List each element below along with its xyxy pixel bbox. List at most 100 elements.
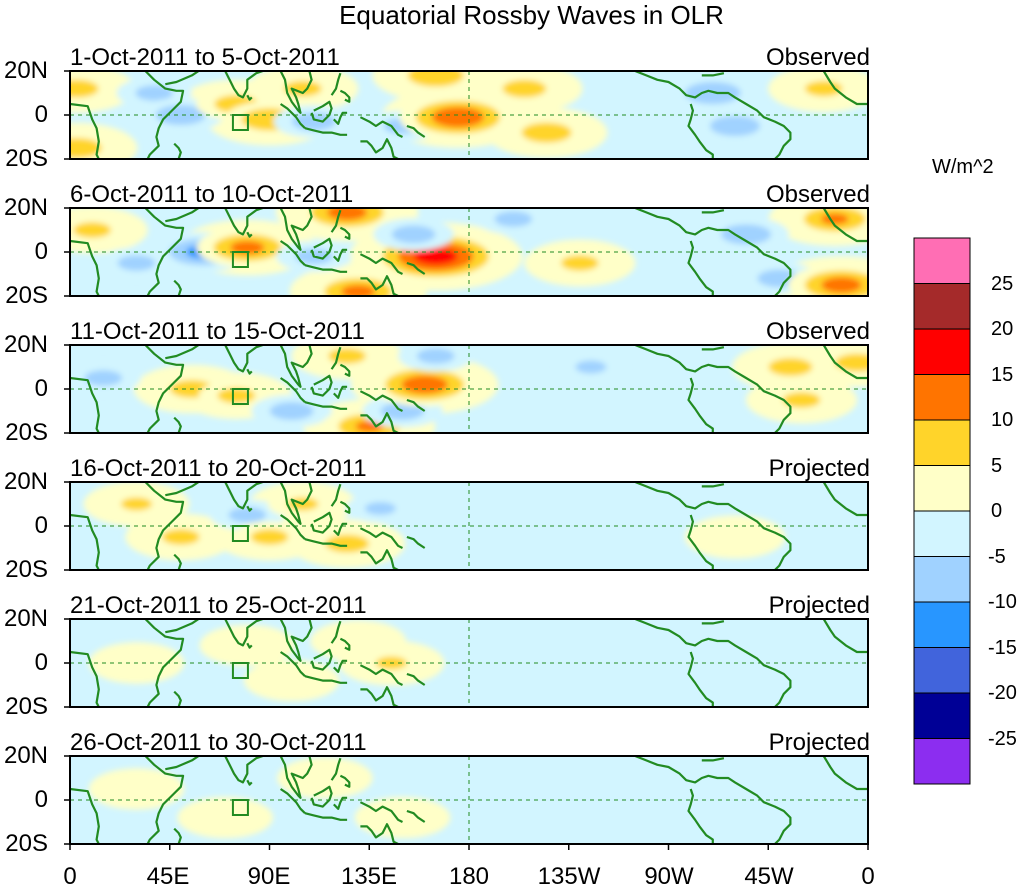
colorbar-swatch: [913, 738, 971, 785]
lat-label: 20N: [3, 605, 48, 632]
map-panel: [64, 207, 869, 297]
olr-anomaly: [135, 85, 174, 101]
panel-status: Observed: [765, 318, 870, 345]
olr-anomaly: [120, 497, 153, 511]
colorbar-swatch: [913, 374, 971, 421]
colorbar-label: 0: [991, 500, 1003, 522]
olr-anomaly: [328, 348, 366, 364]
lon-label-135w: 135W: [537, 863, 601, 890]
olr-anomaly: [561, 255, 599, 271]
olr-anomaly: [372, 804, 433, 831]
olr-anomaly: [217, 387, 256, 404]
olr-anomaly: [768, 358, 813, 376]
olr-anomaly: [155, 104, 206, 126]
olr-anomaly: [261, 667, 322, 694]
lat-label: 20N: [3, 194, 48, 221]
lon-label-0-end: 0: [861, 863, 875, 890]
lon-label-45e: 45E: [146, 863, 190, 890]
olr-anomaly: [328, 628, 388, 654]
panel-date-range: 16-Oct-2011 to 20-Oct-2011: [70, 455, 367, 482]
colorbar-label: 5: [991, 454, 1003, 477]
coastlines: [70, 619, 868, 707]
reference-box: [231, 799, 249, 816]
panel-date-range: 1-Oct-2011 to 5-Oct-2011: [70, 44, 340, 71]
reference-box: [231, 114, 249, 131]
map-panel: [64, 344, 869, 434]
panel-status: Observed: [765, 181, 870, 208]
lat-label: 20S: [5, 419, 48, 446]
lat-label: 20N: [3, 331, 48, 358]
figure-title: Equatorial Rossby Waves in OLR: [339, 0, 724, 30]
panel-date-range: 26-Oct-2011 to 30-Oct-2011: [70, 729, 367, 756]
olr-anomaly: [228, 507, 267, 523]
colorbar-label: -10: [988, 591, 1017, 613]
panel-date-range: 21-Oct-2011 to 25-Oct-2011: [70, 592, 367, 619]
colorbar-swatch: [913, 465, 971, 512]
reference-box: [231, 662, 249, 679]
map-panel: [64, 755, 869, 845]
olr-anomaly: [73, 222, 111, 238]
coastlines: [70, 482, 868, 570]
lon-label-45w: 45W: [744, 863, 794, 890]
olr-anomaly: [782, 392, 821, 408]
lat-label: 0: [34, 649, 48, 676]
colorbar-swatch: [913, 419, 971, 466]
olr-anomaly: [575, 360, 607, 374]
reference-box: [231, 388, 249, 405]
lat-label: 20S: [5, 282, 48, 309]
olr-anomaly: [483, 502, 544, 528]
olr-anomaly: [821, 277, 862, 293]
lat-label: 0: [34, 101, 48, 128]
colorbar-label: 25: [991, 272, 1014, 295]
lon-label-135e: 135E: [340, 863, 398, 890]
coastlines: [70, 756, 868, 844]
colorbar-label: 15: [991, 363, 1014, 386]
olr-anomaly: [355, 420, 383, 432]
olr-anomaly: [710, 115, 760, 137]
olr-anomaly: [721, 224, 772, 245]
colorbar-swatch: [913, 510, 971, 557]
olr-anomaly: [250, 529, 289, 545]
colorbar-swatch: [913, 556, 971, 603]
panel-status: Projected: [768, 729, 870, 756]
panel-date-range: 6-Oct-2011 to 10-Oct-2011: [70, 181, 354, 208]
panel-status: Projected: [768, 455, 870, 482]
colorbar-label: -15: [988, 636, 1017, 659]
lat-label: 20N: [3, 57, 48, 84]
olr-anomaly: [431, 107, 484, 128]
olr-anomaly: [834, 353, 868, 372]
coastlines: [70, 208, 868, 296]
olr-anomaly: [804, 80, 843, 97]
colorbar-label: -5: [988, 545, 1006, 568]
lat-label: 20S: [5, 830, 48, 857]
colorbar-swatch: [913, 601, 971, 648]
panel-status: Projected: [768, 592, 870, 619]
olr-anomaly: [413, 248, 458, 265]
olr-anomaly: [84, 370, 123, 386]
colorbar-label: 20: [991, 318, 1014, 340]
olr-anomaly: [106, 776, 167, 802]
lat-label: 0: [34, 375, 48, 402]
lat-label: 20S: [5, 145, 48, 172]
olr-anomaly: [407, 71, 464, 87]
lat-label: 0: [34, 786, 48, 813]
colorbar-swatch: [913, 647, 971, 694]
olr-anomaly: [401, 375, 448, 394]
lat-label: 0: [34, 512, 48, 539]
olr-anomaly: [230, 240, 265, 255]
olr-anomaly: [341, 284, 376, 296]
olr-anomaly: [364, 501, 396, 515]
olr-anomaly: [325, 534, 370, 553]
colorbar-label: -25: [988, 727, 1017, 750]
olr-anomaly: [295, 765, 355, 791]
colorbar-swatch: [913, 283, 971, 330]
lon-label-90w: 90W: [644, 863, 694, 890]
panel-status: Observed: [765, 44, 870, 71]
olr-anomaly: [70, 137, 102, 159]
lat-label: 20S: [5, 556, 48, 583]
reference-box: [231, 251, 249, 268]
coastlines: [70, 71, 868, 159]
map-panel: [64, 481, 869, 571]
olr-anomaly: [494, 211, 533, 227]
